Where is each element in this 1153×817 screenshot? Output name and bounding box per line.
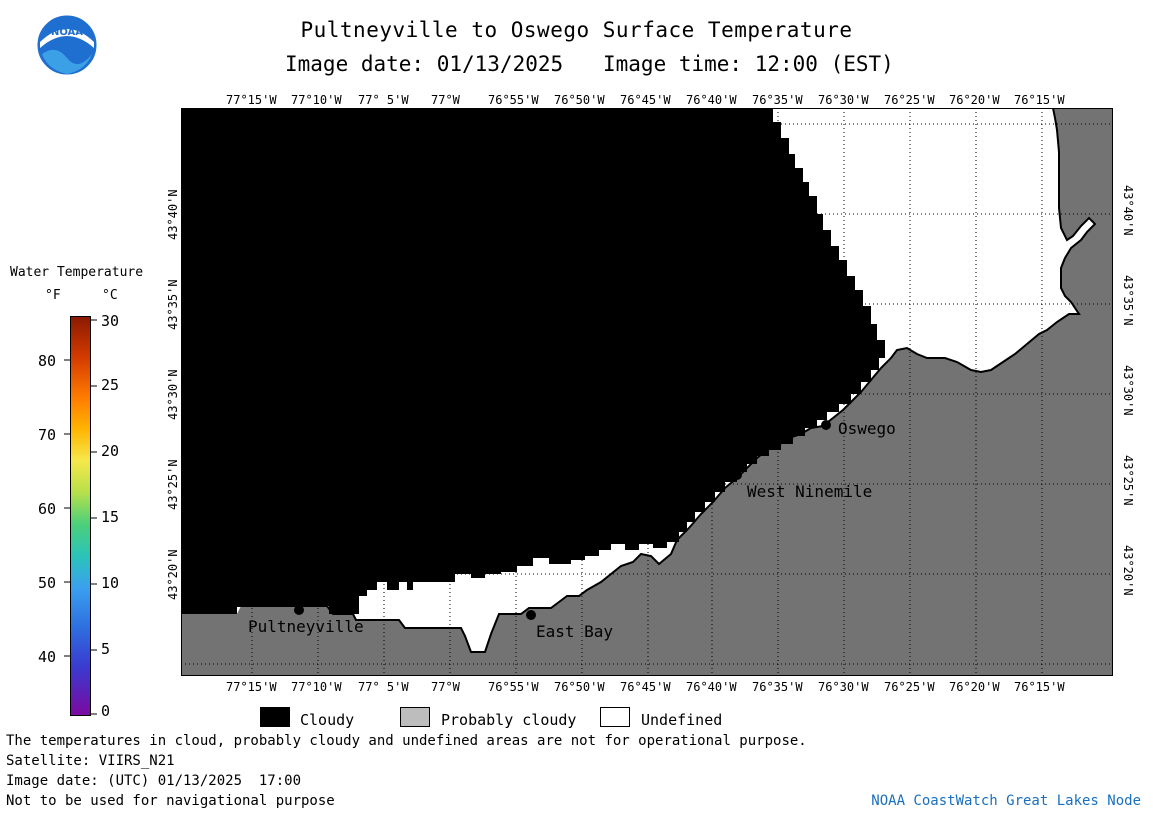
legend-label-undefined: Undefined (641, 711, 723, 729)
lat-tick: 43°25'N (1121, 455, 1135, 506)
lon-tick: 76°45'W (620, 680, 671, 694)
lon-tick: 76°20'W (949, 93, 1000, 107)
colorbar-c-label: 10 (101, 574, 120, 592)
legend-label-cloudy: Cloudy (300, 711, 355, 729)
noaa-logo-icon: NOAA (36, 14, 98, 76)
cloudy-region (181, 108, 885, 614)
city-marker-pultneyville (294, 605, 304, 615)
city-marker-east-bay (526, 610, 536, 620)
lat-tick: 43°40'N (166, 189, 180, 240)
colorbar-c-label: 25 (101, 376, 120, 394)
colorbar-f-label: 60 (38, 500, 57, 518)
logo-text: NOAA (50, 27, 84, 38)
colorbar-f-unit: °F (45, 288, 61, 303)
map-area (181, 108, 1113, 676)
colorbar-title: Water Temperature (10, 265, 144, 280)
lon-tick: 76°25'W (884, 93, 935, 107)
lon-tick: 77° 5'W (358, 680, 409, 694)
lat-tick: 43°35'N (166, 279, 180, 330)
lon-tick: 77°W (431, 93, 460, 107)
footer-nav-warning: Not to be used for navigational purpose (6, 793, 335, 809)
lon-tick: 76°25'W (884, 680, 935, 694)
probably-cloudy-region (181, 108, 1113, 676)
lat-tick: 43°20'N (1121, 545, 1135, 596)
lon-tick: 76°20'W (949, 680, 1000, 694)
lon-tick: 76°30'W (818, 680, 869, 694)
lat-tick: 43°35'N (1121, 275, 1135, 326)
legend-label-probably-cloudy: Probably cloudy (441, 711, 577, 729)
colorbar-c-label: 0 (101, 702, 111, 720)
lat-tick: 43°25'N (166, 459, 180, 510)
legend-swatch-cloudy (260, 707, 290, 727)
lon-tick: 76°55'W (488, 680, 539, 694)
footer-note: The temperatures in cloud, probably clou… (6, 733, 807, 749)
lat-tick: 43°30'N (166, 369, 180, 420)
lon-tick: 76°30'W (818, 93, 869, 107)
colorbar-c-label: 15 (101, 508, 120, 526)
colorbar-f-label: 40 (38, 648, 57, 666)
lon-tick: 76°55'W (488, 93, 539, 107)
lon-tick: 77° 5'W (358, 93, 409, 107)
colorbar-c-label: 30 (101, 312, 120, 330)
lat-tick: 43°30'N (1121, 365, 1135, 416)
lon-tick: 76°45'W (620, 93, 671, 107)
city-marker-oswego (821, 420, 831, 430)
lon-tick: 77°15'W (226, 680, 277, 694)
colorbar-f-label: 50 (38, 574, 57, 592)
lon-tick: 76°40'W (686, 93, 737, 107)
colorbar-c-label: 20 (101, 442, 120, 460)
legend-swatch-undefined (600, 707, 630, 727)
lon-tick: 76°50'W (554, 680, 605, 694)
lon-tick: 76°50'W (554, 93, 605, 107)
lon-tick: 76°35'W (752, 93, 803, 107)
city-label-west-ninemile: West Ninemile (747, 482, 873, 501)
lon-tick: 77°10'W (291, 93, 342, 107)
colorbar-f-label: 70 (38, 426, 57, 444)
colorbar-ticks (64, 319, 97, 715)
lon-tick: 76°15'W (1014, 680, 1065, 694)
lat-tick: 43°20'N (166, 549, 180, 600)
city-label-east-bay: East Bay (536, 622, 614, 641)
city-label-oswego: Oswego (838, 419, 896, 438)
legend-swatch-probably-cloudy (400, 707, 430, 727)
image-time-label: Image time: 12:00 (EST) (603, 52, 894, 76)
lon-tick: 76°15'W (1014, 93, 1065, 107)
colorbar-f-label: 80 (38, 352, 57, 370)
lon-tick: 76°40'W (686, 680, 737, 694)
lat-tick: 43°40'N (1121, 185, 1135, 236)
colorbar-c-label: 5 (101, 640, 111, 658)
image-date-label: Image date: 01/13/2025 (285, 52, 564, 76)
map-grid (181, 108, 1113, 676)
map-title: Pultneyville to Oswego Surface Temperatu… (300, 18, 853, 42)
lon-tick: 76°35'W (752, 680, 803, 694)
footer-utc-date: Image date: (UTC) 01/13/2025 17:00 (6, 773, 302, 789)
footer-satellite: Satellite: VIIRS_N21 (6, 753, 175, 769)
colorbar-c-unit: °C (102, 288, 118, 303)
lon-tick: 77°15'W (226, 93, 277, 107)
city-marker-west-ninemile (732, 470, 742, 480)
lon-tick: 77°10'W (291, 680, 342, 694)
map-frame (181, 108, 1113, 676)
lon-tick: 77°W (431, 680, 460, 694)
city-label-pultneyville: Pultneyville (248, 617, 364, 636)
footer-credit: NOAA CoastWatch Great Lakes Node (871, 793, 1141, 809)
colorbar (70, 316, 91, 716)
